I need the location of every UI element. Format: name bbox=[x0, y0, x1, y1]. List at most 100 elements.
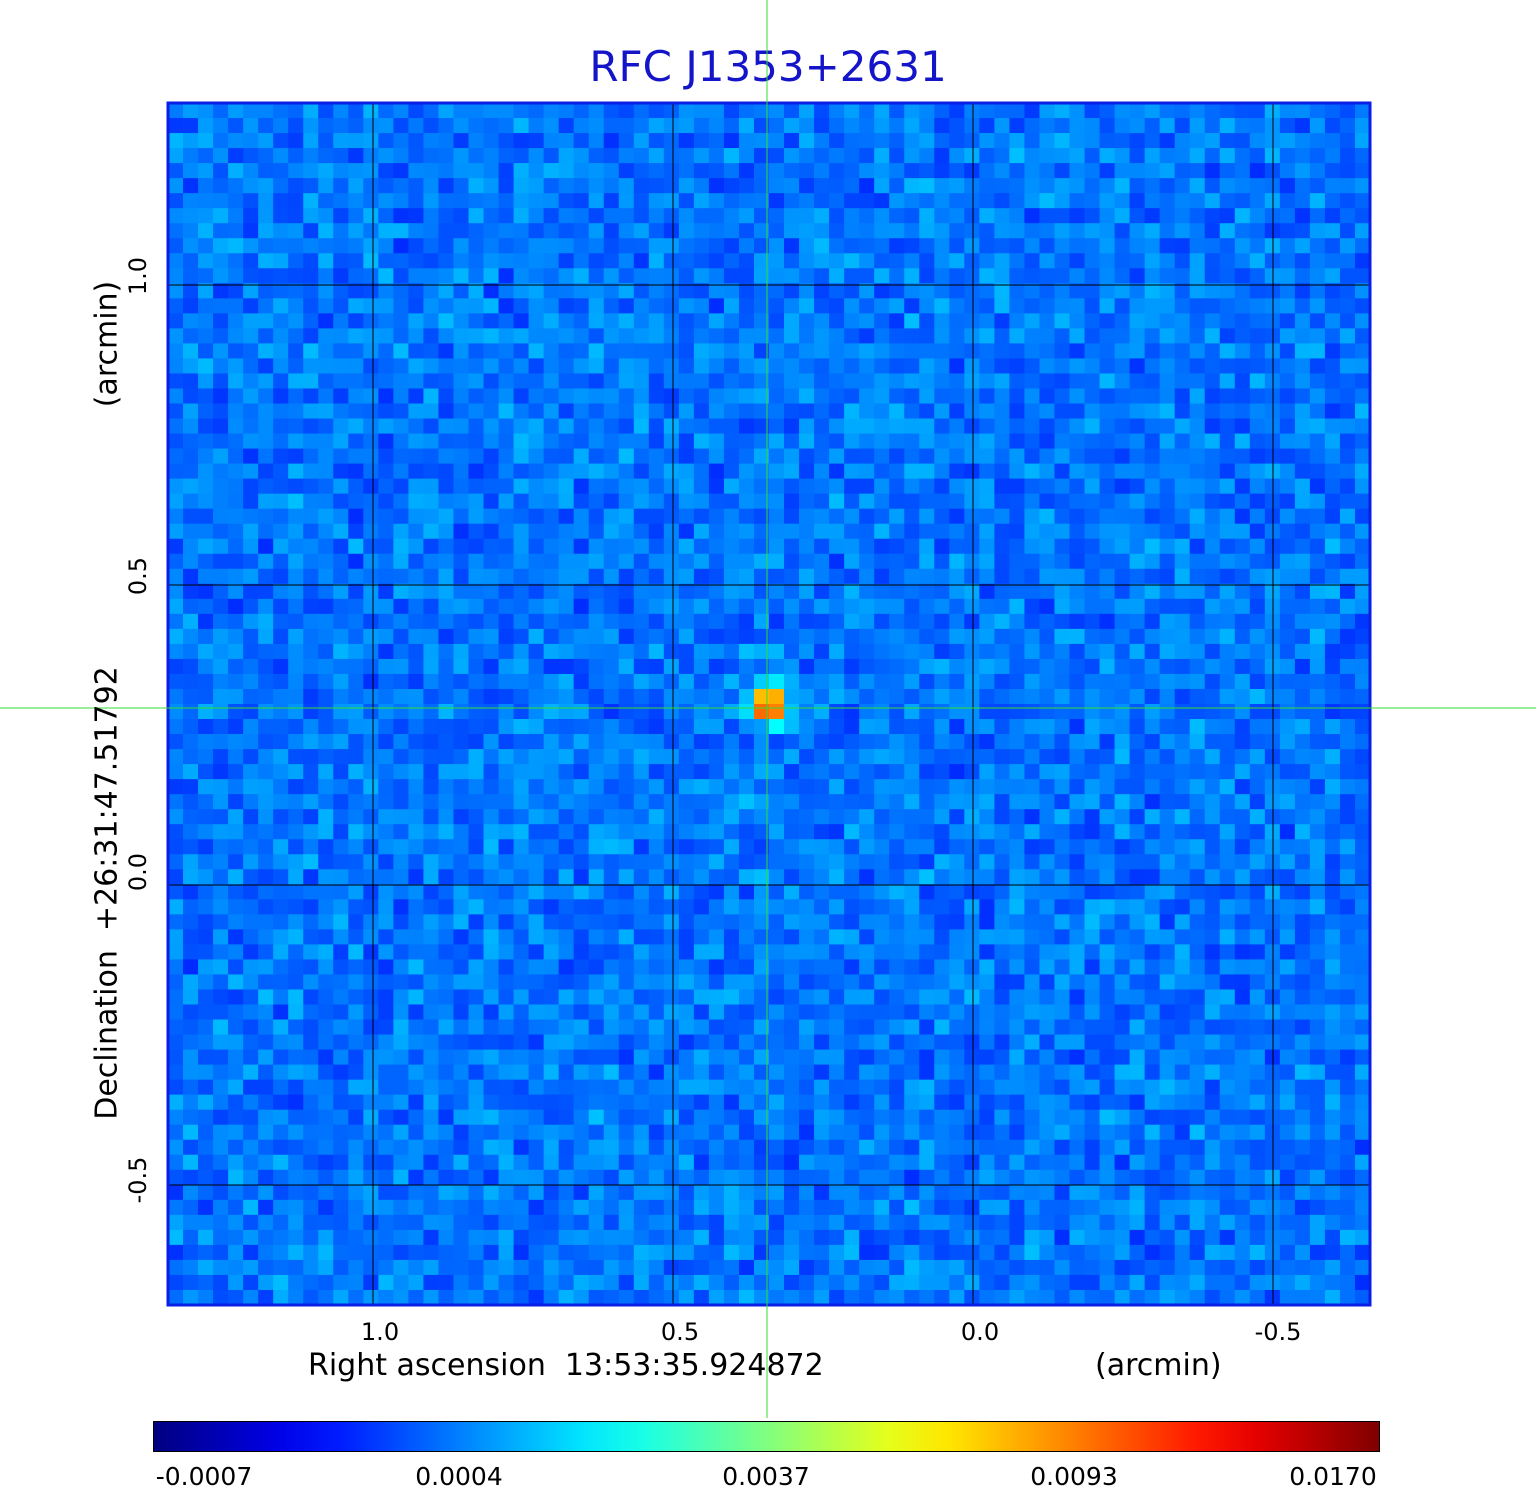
map-pixel bbox=[453, 749, 469, 765]
map-pixel bbox=[393, 343, 409, 359]
map-pixel bbox=[738, 298, 755, 314]
map-pixel bbox=[1234, 238, 1251, 254]
map-pixel bbox=[528, 598, 545, 615]
map-pixel bbox=[483, 899, 499, 915]
map-pixel bbox=[1174, 959, 1191, 975]
map-pixel bbox=[543, 103, 560, 119]
map-pixel bbox=[904, 553, 920, 570]
map-pixel bbox=[1204, 118, 1221, 134]
map-pixel bbox=[874, 268, 890, 284]
map-pixel bbox=[588, 463, 605, 480]
map-pixel bbox=[183, 688, 199, 705]
map-pixel bbox=[769, 268, 785, 284]
map-pixel bbox=[1354, 298, 1371, 314]
map-pixel bbox=[1294, 223, 1311, 239]
map-pixel bbox=[303, 148, 319, 164]
map-pixel bbox=[558, 794, 575, 810]
map-pixel bbox=[859, 884, 875, 900]
map-pixel bbox=[528, 809, 545, 825]
map-pixel bbox=[303, 764, 319, 780]
map-pixel bbox=[498, 493, 514, 510]
map-pixel bbox=[693, 328, 710, 344]
map-pixel bbox=[904, 118, 920, 134]
map-pixel bbox=[738, 824, 755, 840]
map-pixel bbox=[1204, 869, 1221, 885]
map-pixel bbox=[964, 899, 980, 915]
map-pixel bbox=[1144, 313, 1161, 329]
map-pixel bbox=[919, 568, 935, 585]
map-pixel bbox=[528, 208, 545, 224]
map-pixel bbox=[168, 794, 184, 810]
map-pixel bbox=[588, 313, 605, 329]
map-pixel bbox=[558, 704, 575, 720]
map-pixel bbox=[1249, 809, 1266, 825]
map-pixel bbox=[528, 508, 545, 525]
map-pixel bbox=[874, 418, 890, 434]
map-pixel bbox=[693, 283, 710, 299]
map-pixel bbox=[1084, 899, 1100, 915]
map-pixel bbox=[1159, 869, 1176, 885]
map-pixel bbox=[1084, 884, 1100, 900]
map-pixel bbox=[693, 719, 710, 735]
map-pixel bbox=[243, 148, 259, 164]
map-pixel bbox=[799, 208, 815, 224]
map-pixel bbox=[738, 553, 755, 570]
map-pixel bbox=[814, 704, 830, 720]
map-pixel bbox=[1339, 163, 1356, 179]
map-pixel bbox=[1294, 989, 1311, 1005]
map-pixel bbox=[1129, 463, 1146, 480]
map-pixel bbox=[934, 779, 950, 795]
map-pixel bbox=[348, 493, 364, 510]
map-pixel bbox=[1144, 298, 1161, 314]
map-pixel bbox=[438, 779, 454, 795]
map-pixel bbox=[393, 103, 409, 119]
map-pixel bbox=[1234, 704, 1251, 720]
map-pixel bbox=[1204, 1019, 1221, 1035]
map-pixel bbox=[363, 884, 379, 900]
map-pixel bbox=[723, 133, 740, 149]
map-pixel bbox=[1069, 343, 1085, 359]
map-pixel bbox=[1189, 103, 1206, 119]
map-pixel bbox=[213, 193, 229, 209]
map-pixel bbox=[1159, 433, 1176, 449]
map-pixel bbox=[363, 268, 379, 284]
map-pixel bbox=[603, 298, 620, 314]
map-pixel bbox=[198, 163, 214, 179]
map-pixel bbox=[543, 719, 560, 735]
map-pixel bbox=[543, 283, 560, 299]
map-pixel bbox=[648, 899, 665, 915]
map-pixel bbox=[949, 974, 965, 990]
map-pixel bbox=[483, 358, 499, 374]
map-pixel bbox=[453, 688, 469, 705]
map-pixel bbox=[1009, 929, 1025, 945]
map-pixel bbox=[1129, 373, 1146, 389]
map-pixel bbox=[528, 103, 545, 119]
map-pixel bbox=[1024, 178, 1040, 194]
map-pixel bbox=[378, 944, 394, 960]
map-pixel bbox=[318, 433, 334, 449]
map-pixel bbox=[1279, 719, 1296, 735]
map-pixel bbox=[648, 704, 665, 720]
map-pixel bbox=[198, 388, 214, 404]
map-pixel bbox=[573, 704, 590, 720]
map-pixel bbox=[498, 118, 514, 134]
map-pixel bbox=[859, 944, 875, 960]
map-pixel bbox=[363, 929, 379, 945]
map-pixel bbox=[844, 794, 860, 810]
map-pixel bbox=[859, 418, 875, 434]
map-pixel bbox=[1354, 538, 1371, 555]
map-pixel bbox=[859, 118, 875, 134]
map-pixel bbox=[1159, 553, 1176, 570]
map-pixel bbox=[1249, 463, 1266, 480]
map-pixel bbox=[814, 133, 830, 149]
map-pixel bbox=[1129, 343, 1146, 359]
map-pixel bbox=[1249, 884, 1266, 900]
map-pixel bbox=[318, 944, 334, 960]
map-pixel bbox=[1114, 388, 1131, 404]
map-pixel bbox=[708, 163, 725, 179]
map-pixel bbox=[1039, 388, 1055, 404]
map-pixel bbox=[258, 103, 274, 119]
map-pixel bbox=[1039, 403, 1055, 419]
map-pixel bbox=[1294, 193, 1311, 209]
